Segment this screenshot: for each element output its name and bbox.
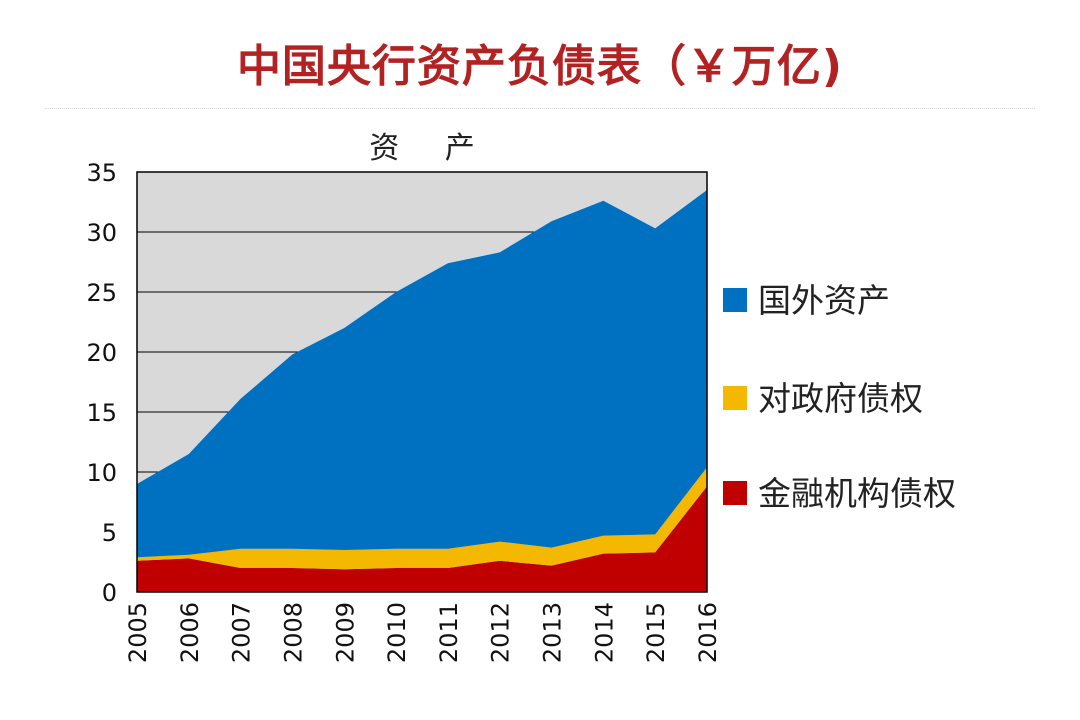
- x-tick-label: 2008: [279, 602, 307, 663]
- y-axis: 0 5 10 15 20 25 30 35: [86, 159, 117, 607]
- legend-label: 对政府债权: [758, 379, 923, 418]
- chart-subtitle: 资 产: [369, 131, 493, 166]
- x-tick-label: 2009: [331, 602, 359, 663]
- y-tick-label: 20: [86, 339, 117, 367]
- x-tick-label: 2012: [487, 602, 515, 663]
- x-tick-label: 2011: [435, 602, 463, 663]
- x-tick-label: 2006: [176, 602, 204, 663]
- x-tick-label: 2014: [590, 602, 618, 663]
- x-tick-label: 2016: [694, 602, 722, 663]
- area-金融机构债权: [137, 486, 707, 592]
- x-tick-label: 2015: [642, 602, 670, 663]
- y-tick-label: 15: [86, 399, 117, 427]
- plot-frame: [136, 171, 708, 593]
- legend-swatch: [723, 481, 747, 505]
- y-tick-label: 25: [86, 279, 117, 307]
- x-tick-label: 2007: [228, 602, 256, 663]
- y-tick-label: 0: [102, 579, 117, 607]
- page-title: 中国央行资产负债表（￥万亿): [236, 41, 844, 92]
- legend-swatch: [723, 386, 747, 410]
- area-国外资产: [137, 190, 707, 558]
- x-axis: 2005 2006 2007 2008 2009 2010 2011 2012 2013 2014…: [124, 602, 722, 663]
- legend-label: 金融机构债权: [758, 474, 956, 513]
- y-tick-label: 30: [86, 219, 117, 247]
- x-tick-label: 2010: [383, 602, 411, 663]
- legend-swatch: [723, 288, 747, 312]
- legend-label: 国外资产: [758, 281, 890, 320]
- y-tick-label: 10: [86, 459, 117, 487]
- x-tick-label: 2013: [539, 602, 567, 663]
- x-tick-label: 2005: [124, 602, 152, 663]
- y-tick-label: 35: [86, 159, 117, 187]
- y-tick-label: 5: [102, 519, 117, 547]
- area-series: [137, 190, 707, 592]
- title-divider: [45, 108, 1035, 109]
